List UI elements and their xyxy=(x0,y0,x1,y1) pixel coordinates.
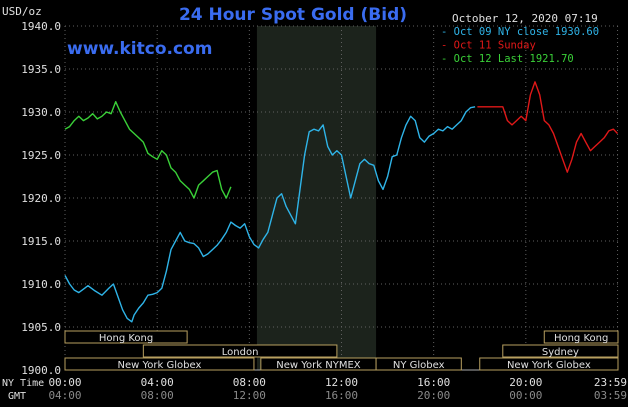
session-box: New York NYMEX xyxy=(260,357,377,371)
x-tick-label-ny: 20:00 xyxy=(509,376,542,389)
legend: - Oct 09 NY close 1930.60 - Oct 11 Sunday… xyxy=(441,26,599,65)
session-box: Hong Kong xyxy=(543,330,619,344)
x-tick-label-gmt: 03:59 xyxy=(594,389,627,402)
x-tick-label-gmt: 04:00 xyxy=(48,389,81,402)
x-tick-label-ny: 16:00 xyxy=(417,376,450,389)
legend-entry: - Oct 11 Sunday xyxy=(441,40,536,52)
session-label: New York Globex xyxy=(118,360,202,371)
series-line xyxy=(477,81,619,173)
x-tick-label-gmt: 20:00 xyxy=(417,389,450,402)
x-row-label-gmt: GMT xyxy=(8,391,26,402)
y-tick-label: 1900.0 xyxy=(21,364,61,377)
session-box: NY Globex xyxy=(375,357,462,371)
y-tick-label: 1915.0 xyxy=(21,235,61,248)
y-tick-label: 1940.0 xyxy=(21,20,61,33)
chart-title: 24 Hour Spot Gold (Bid) xyxy=(179,5,407,25)
x-tick-label-ny: 00:00 xyxy=(48,376,81,389)
y-tick-label: 1905.0 xyxy=(21,321,61,334)
x-tick-label-ny: 12:00 xyxy=(325,376,358,389)
shaded-region xyxy=(256,26,377,370)
session-label: Sydney xyxy=(542,347,579,358)
x-tick-label-gmt: 16:00 xyxy=(325,389,358,402)
y-tick-label: 1935.0 xyxy=(21,63,61,76)
session-label: Hong Kong xyxy=(99,333,153,344)
session-box: Sydney xyxy=(502,344,619,358)
legend-entry: - Oct 09 NY close 1930.60 xyxy=(441,26,599,38)
x-tick-label-ny: 23:59 xyxy=(594,376,627,389)
x-tick-label-ny: 04:00 xyxy=(141,376,174,389)
session-box: London xyxy=(142,344,338,358)
y-tick-label: 1930.0 xyxy=(21,106,61,119)
session-label: New York NYMEX xyxy=(276,360,361,371)
legend-entry: - Oct 12 Last 1921.70 xyxy=(441,53,574,65)
x-row-label-ny: NY Time xyxy=(2,378,44,389)
session-label: NY Globex xyxy=(393,360,445,371)
session-label: London xyxy=(222,347,259,358)
session-box: New York Globex xyxy=(479,357,619,371)
y-tick-label: 1910.0 xyxy=(21,278,61,291)
x-tick-label-gmt: 00:00 xyxy=(509,389,542,402)
session-box: Hong Kong xyxy=(64,330,188,344)
session-label: New York Globex xyxy=(507,360,591,371)
y-tick-label: 1925.0 xyxy=(21,149,61,162)
session-box: New York Globex xyxy=(64,357,255,371)
series-line xyxy=(64,106,476,323)
unit-label: USD/oz xyxy=(2,5,42,18)
session-label: Hong Kong xyxy=(554,333,608,344)
x-tick-label-ny: 08:00 xyxy=(233,376,266,389)
y-tick-label: 1920.0 xyxy=(21,192,61,205)
x-tick-label-gmt: 12:00 xyxy=(233,389,266,402)
watermark: www.kitco.com xyxy=(67,39,212,59)
date-stamp: October 12, 2020 07:19 xyxy=(452,12,598,25)
x-tick-label-gmt: 08:00 xyxy=(141,389,174,402)
series-line xyxy=(64,100,232,199)
